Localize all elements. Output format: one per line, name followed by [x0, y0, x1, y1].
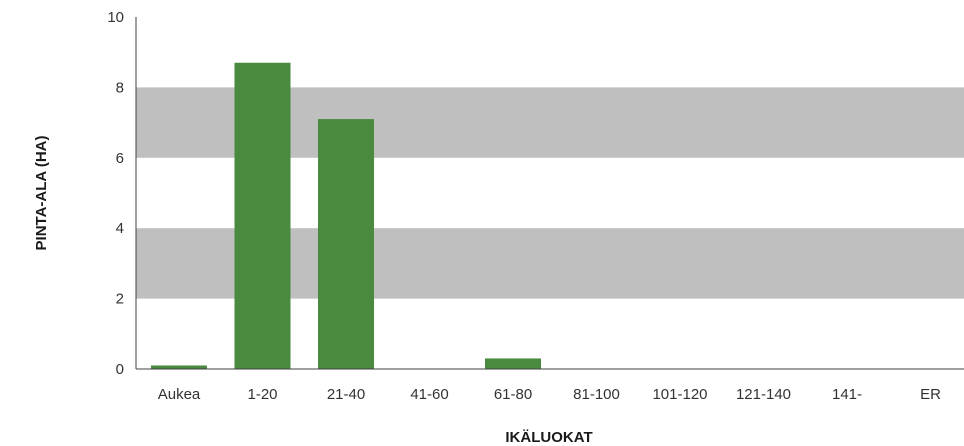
x-axis-title: IKÄLUOKAT: [505, 429, 592, 446]
y-tick-labels: 0 2 4 6 8 10: [107, 9, 124, 378]
y-tick-label: 2: [116, 291, 124, 308]
bar-61-80: [485, 358, 541, 369]
y-axis-title: PINTA-ALA (HA): [33, 136, 50, 251]
bar-21-40: [318, 119, 374, 369]
x-tick-label: 141-: [832, 386, 862, 403]
x-tick-label: Aukea: [158, 386, 201, 403]
x-tick-label: 81-100: [573, 386, 620, 403]
x-tick-label: 61-80: [494, 386, 532, 403]
y-tick-label: 10: [107, 9, 124, 26]
bar-1-20: [234, 62, 291, 369]
y-tick-label: 6: [116, 150, 124, 167]
y-tick-label: 8: [116, 79, 124, 96]
x-tick-label: 41-60: [410, 386, 448, 403]
bar-Aukea: [151, 365, 207, 369]
y-tick-label: 0: [116, 361, 124, 378]
bars: [151, 62, 541, 369]
x-tick-label: 121-140: [736, 386, 791, 403]
x-tick-labels: Aukea 1-20 21-40 41-60 61-80 81-100 101-120 121…: [158, 386, 941, 403]
axes: [135, 17, 964, 370]
x-tick-label: 1-20: [247, 386, 277, 403]
x-tick-label: 21-40: [327, 386, 365, 403]
y-tick-label: 4: [116, 220, 124, 237]
x-tick-label: 101-120: [652, 386, 707, 403]
x-tick-label: ER: [920, 386, 941, 403]
